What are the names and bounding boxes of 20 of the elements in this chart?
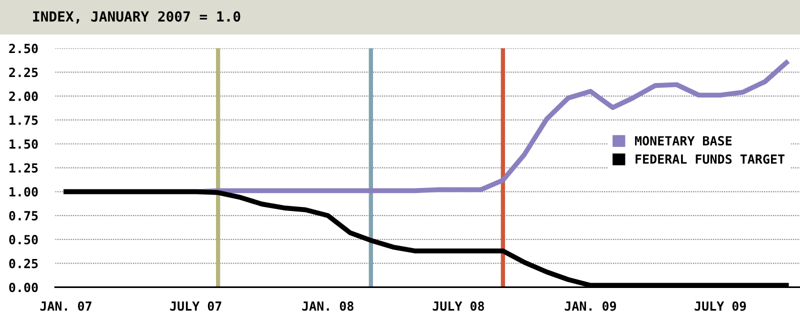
y-tick-label: 0.75: [9, 211, 38, 220]
x-tick-label: JULY 09: [694, 301, 746, 311]
y-tick-label: 1.75: [10, 116, 38, 125]
y-tick-label: 0.25: [9, 258, 38, 268]
y-tick-label: 2.50: [9, 44, 38, 54]
chart-title: INDEX, JANUARY 2007 = 1.0: [33, 11, 240, 24]
y-tick-label: 1.50: [10, 139, 38, 149]
y-tick-label: 1.00: [10, 187, 38, 197]
y-tick-label: 0.50: [9, 234, 38, 244]
x-tick-label: JAN. 07: [40, 301, 92, 311]
y-tick-label: 2.25: [9, 68, 38, 78]
x-tick-label: JAN. 08: [302, 301, 354, 311]
legend-label: MONETARY BASE: [635, 136, 732, 146]
x-tick-label: JULY 08: [432, 301, 484, 311]
y-tick-label: 0.00: [9, 282, 38, 292]
y-tick-label: 2.00: [9, 92, 38, 102]
x-tick-label: JAN. 09: [564, 301, 616, 311]
legend-label: FEDERAL FUNDS TARGET: [636, 154, 784, 164]
y-tick-label: 1.25: [10, 163, 38, 173]
x-tick-label: JULY 07: [170, 301, 222, 311]
